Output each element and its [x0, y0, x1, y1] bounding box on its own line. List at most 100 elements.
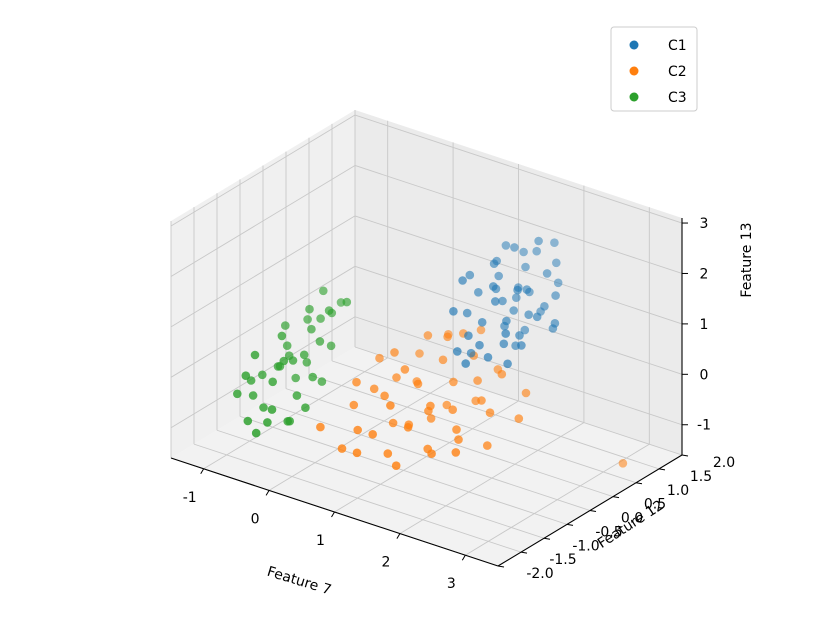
data-point-c3 [258, 370, 267, 380]
data-point-c3 [326, 341, 336, 351]
gridline-y-floor [239, 415, 568, 525]
data-point-c2 [449, 377, 458, 387]
gridline-y-floor [262, 402, 591, 511]
y-tick-mark [681, 454, 689, 457]
data-point-c1 [466, 348, 476, 358]
data-point-c3 [285, 416, 295, 426]
grid-lines [170, 110, 683, 567]
z-tick-label: -1 [697, 418, 711, 434]
data-point-c2 [349, 400, 359, 410]
data-point-c3 [233, 389, 242, 399]
y-tick-label: 1.0 [667, 483, 689, 499]
data-point-c3 [251, 428, 261, 438]
data-point-c3 [292, 391, 302, 400]
data-point-c3 [301, 403, 310, 413]
data-point-c2 [380, 391, 389, 401]
x-tick-mark [265, 490, 270, 496]
data-point-c1 [551, 291, 560, 300]
legend: C1 C2 C3 [610, 26, 698, 112]
data-point-c1 [509, 306, 518, 315]
data-point-c2 [426, 401, 435, 411]
data-point-c3 [307, 324, 316, 334]
data-point-c2 [392, 373, 401, 382]
gridline-y-floor [216, 429, 545, 539]
x-tick-mark [331, 511, 335, 518]
y-tick-label: 2.0 [713, 455, 735, 471]
y-tick-label: 0.0 [621, 511, 643, 527]
gridline-y-floor [354, 346, 683, 456]
data-point-c3 [317, 377, 327, 386]
data-point-c2 [316, 422, 325, 432]
data-point-c2 [403, 423, 413, 432]
data-point-c3 [263, 418, 272, 427]
y-tick-label: -1.5 [549, 552, 576, 568]
data-points [233, 236, 628, 471]
data-point-c1 [550, 238, 559, 247]
data-point-c3 [250, 350, 260, 360]
gridline-y-floor [285, 388, 614, 498]
data-point-c3 [243, 416, 253, 426]
y-tick-mark [543, 537, 551, 540]
data-point-c1 [524, 310, 533, 320]
y-tick-mark [635, 482, 643, 485]
y-tick-label: -0.5 [595, 524, 622, 540]
data-point-c1 [532, 246, 541, 256]
data-point-c2 [400, 365, 410, 374]
data-point-c1 [499, 339, 509, 349]
data-point-c3 [268, 377, 278, 387]
data-point-c3 [308, 372, 318, 382]
data-point-c1 [521, 262, 530, 272]
legend-label-c2: C2 [668, 64, 687, 80]
x-tick-label: -1 [183, 490, 197, 506]
gridline-z-left [170, 165, 356, 277]
data-point-c1 [522, 285, 532, 294]
z-axis-label: Feature 13 [739, 222, 755, 297]
data-point-c1 [461, 359, 471, 368]
gridline-z-left [170, 114, 356, 227]
y-tick-mark [589, 510, 597, 512]
x-tick-mark [396, 533, 401, 539]
data-point-c2 [451, 448, 461, 457]
data-point-c2 [375, 353, 384, 363]
data-point-c1 [453, 347, 462, 356]
data-point-c1 [542, 269, 552, 278]
data-point-c1 [465, 270, 475, 280]
data-point-c2 [452, 425, 461, 434]
data-point-c2 [454, 435, 463, 444]
data-point-c1 [552, 258, 561, 268]
y-tick-mark [612, 496, 620, 499]
data-point-c3 [305, 304, 314, 314]
data-point-c2 [369, 384, 379, 394]
data-point-c2 [477, 396, 486, 405]
y-tick-mark [520, 551, 528, 554]
data-point-c3 [316, 314, 325, 323]
data-point-c2 [352, 448, 362, 458]
y-tick-label: -1.0 [572, 538, 599, 554]
data-point-c1 [489, 282, 498, 291]
data-point-c2 [368, 430, 378, 439]
data-point-c2 [391, 461, 401, 471]
data-point-c3 [282, 341, 292, 351]
data-point-c2 [443, 332, 452, 342]
tick-labels: -1 0 1 2 3 -2.0-1.5-1.0-0.50.00.51.01.52.0 -1 0… [183, 216, 735, 592]
data-point-c2 [337, 444, 347, 453]
data-point-c2 [521, 388, 531, 398]
data-point-c1 [501, 241, 511, 250]
x-tick-label: 3 [447, 576, 456, 592]
data-point-c3 [302, 358, 312, 367]
data-point-c1 [512, 293, 521, 303]
data-point-c2 [442, 400, 452, 410]
x-axis-label: Feature 7 [265, 564, 333, 599]
data-point-c3 [248, 391, 258, 400]
data-point-c3 [279, 356, 289, 366]
x-axis-line [170, 457, 499, 567]
data-point-c3 [342, 297, 352, 307]
data-point-c2 [473, 376, 482, 385]
gridline-y-floor [193, 443, 522, 553]
data-point-c3 [303, 315, 312, 324]
data-point-c3 [281, 321, 290, 330]
x-tick-mark [200, 468, 205, 475]
gridline-y-floor [331, 360, 660, 470]
data-point-c3 [288, 356, 298, 365]
